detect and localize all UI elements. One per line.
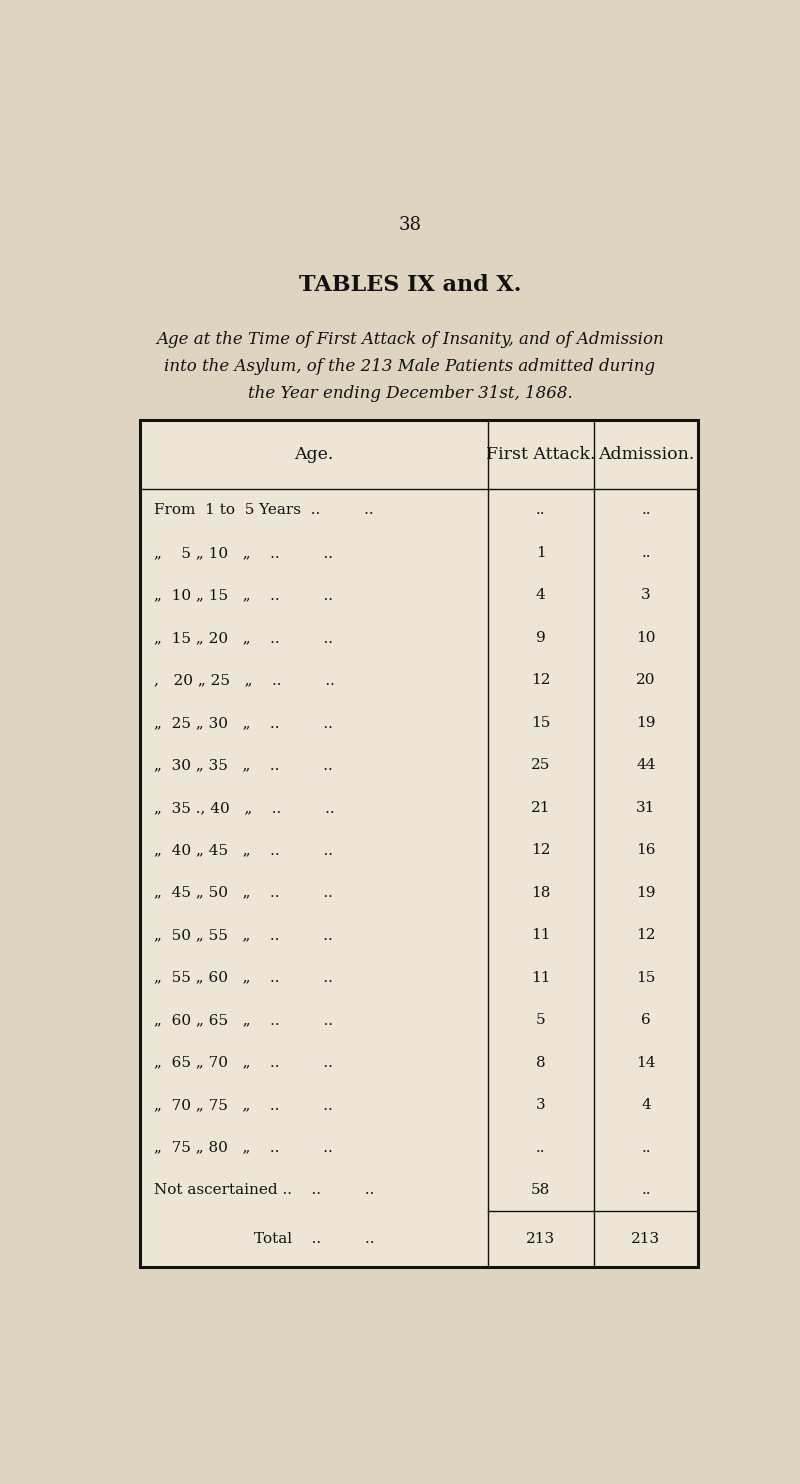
Text: „  55 „ 60   „    ..         ..: „ 55 „ 60 „ .. .. <box>154 971 333 985</box>
Text: 12: 12 <box>636 929 656 942</box>
Text: „  35 ., 40   „    ..         ..: „ 35 ., 40 „ .. .. <box>154 801 335 815</box>
Text: „  70 „ 75   „    ..         ..: „ 70 „ 75 „ .. .. <box>154 1098 333 1112</box>
Text: Admission.: Admission. <box>598 447 694 463</box>
Text: 19: 19 <box>636 715 656 730</box>
Text: 20: 20 <box>636 674 656 687</box>
Text: 38: 38 <box>398 215 422 234</box>
Text: 15: 15 <box>531 715 550 730</box>
Text: 4: 4 <box>641 1098 651 1112</box>
Text: 10: 10 <box>636 631 656 646</box>
Text: 44: 44 <box>636 758 656 772</box>
Text: „  65 „ 70   „    ..         ..: „ 65 „ 70 „ .. .. <box>154 1055 333 1070</box>
Text: Not ascertained ..    ..         ..: Not ascertained .. .. .. <box>154 1183 374 1198</box>
Text: 5: 5 <box>536 1014 546 1027</box>
Text: „  10 „ 15   „    ..         ..: „ 10 „ 15 „ .. .. <box>154 588 334 603</box>
Text: ..: .. <box>536 1141 546 1155</box>
Text: Age.: Age. <box>294 447 334 463</box>
Text: „  15 „ 20   „    ..         ..: „ 15 „ 20 „ .. .. <box>154 631 334 646</box>
Text: 14: 14 <box>636 1055 656 1070</box>
Text: 12: 12 <box>531 674 550 687</box>
Text: „  40 „ 45   „    ..         ..: „ 40 „ 45 „ .. .. <box>154 843 334 858</box>
Text: 58: 58 <box>531 1183 550 1198</box>
Text: 8: 8 <box>536 1055 546 1070</box>
Text: 25: 25 <box>531 758 550 772</box>
Text: 19: 19 <box>636 886 656 899</box>
Text: „  45 „ 50   „    ..         ..: „ 45 „ 50 „ .. .. <box>154 886 333 899</box>
Text: TABLES IX and X.: TABLES IX and X. <box>299 273 521 295</box>
Text: „    5 „ 10   „    ..         ..: „ 5 „ 10 „ .. .. <box>154 546 334 559</box>
Text: „  50 „ 55   „    ..         ..: „ 50 „ 55 „ .. .. <box>154 929 333 942</box>
Text: ,   20 „ 25   „    ..         ..: , 20 „ 25 „ .. .. <box>154 674 335 687</box>
Text: „  30 „ 35   „    ..         ..: „ 30 „ 35 „ .. .. <box>154 758 333 772</box>
Text: First Attack.: First Attack. <box>486 447 595 463</box>
Text: Total    ..         ..: Total .. .. <box>254 1232 374 1247</box>
Text: 3: 3 <box>536 1098 546 1112</box>
Text: 1: 1 <box>536 546 546 559</box>
Text: ..: .. <box>642 503 650 518</box>
Text: 213: 213 <box>526 1232 555 1247</box>
Text: ..: .. <box>642 1141 650 1155</box>
Text: 18: 18 <box>531 886 550 899</box>
Text: 11: 11 <box>531 929 550 942</box>
Text: Age at the Time of First Attack of Insanity, and of Admission: Age at the Time of First Attack of Insan… <box>156 331 664 349</box>
Text: „  75 „ 80   „    ..         ..: „ 75 „ 80 „ .. .. <box>154 1141 333 1155</box>
Text: 21: 21 <box>531 801 550 815</box>
Text: 16: 16 <box>636 843 656 858</box>
Text: 213: 213 <box>631 1232 661 1247</box>
Text: 11: 11 <box>531 971 550 985</box>
Text: the Year ending December 31st, 1868.: the Year ending December 31st, 1868. <box>248 386 572 402</box>
Text: into the Asylum, of the 213 Male Patients admitted during: into the Asylum, of the 213 Male Patient… <box>165 358 655 375</box>
Text: ..: .. <box>642 1183 650 1198</box>
Text: From  1 to  5 Years  ..         ..: From 1 to 5 Years .. .. <box>154 503 374 518</box>
Text: 9: 9 <box>536 631 546 646</box>
Text: „  25 „ 30   „    ..         ..: „ 25 „ 30 „ .. .. <box>154 715 333 730</box>
Text: ..: .. <box>642 546 650 559</box>
Text: 6: 6 <box>641 1014 651 1027</box>
Text: 15: 15 <box>636 971 656 985</box>
Text: „  60 „ 65   „    ..         ..: „ 60 „ 65 „ .. .. <box>154 1014 334 1027</box>
Text: 3: 3 <box>641 588 651 603</box>
Text: 31: 31 <box>636 801 656 815</box>
Text: ..: .. <box>536 503 546 518</box>
Text: 12: 12 <box>531 843 550 858</box>
Text: 4: 4 <box>536 588 546 603</box>
